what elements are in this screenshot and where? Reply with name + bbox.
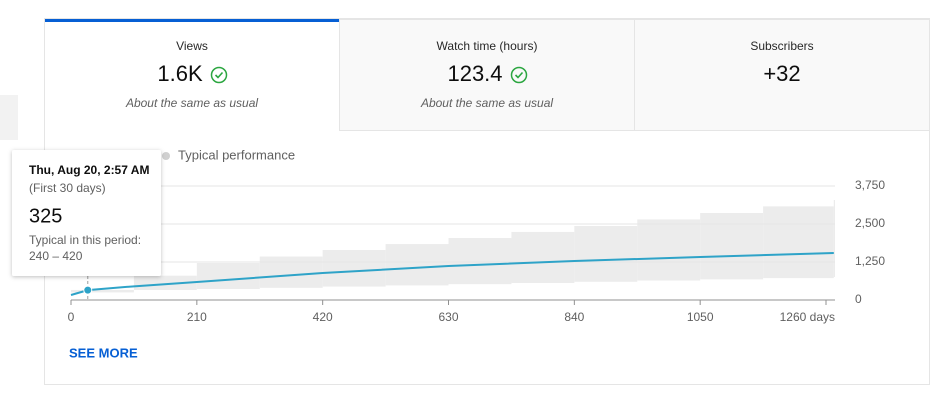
tab-note: About the same as usual bbox=[125, 96, 258, 110]
typical-band bbox=[574, 226, 638, 282]
x-tick-label: 1050 bbox=[687, 310, 714, 324]
tab-label: Subscribers bbox=[750, 39, 813, 53]
see-more-button[interactable]: SEE MORE bbox=[69, 345, 138, 360]
y-tick-label: 0 bbox=[855, 292, 862, 306]
x-tick-label: 0 bbox=[68, 310, 75, 324]
tooltip-typical-label: Typical in this period: bbox=[29, 233, 141, 247]
legend-label: Typical performance bbox=[178, 147, 295, 162]
tooltip-date: Thu, Aug 20, 2:57 AM bbox=[29, 163, 149, 177]
hover-point bbox=[83, 285, 93, 295]
tab-value: 123.4 bbox=[447, 61, 502, 86]
tooltip-typical-range: 240 – 420 bbox=[29, 249, 83, 263]
typical-band bbox=[833, 200, 835, 277]
tab[interactable] bbox=[339, 19, 635, 131]
tab-label: Watch time (hours) bbox=[437, 39, 538, 53]
typical-band bbox=[448, 238, 512, 285]
tooltip: Thu, Aug 20, 2:57 AM (First 30 days) 325… bbox=[12, 150, 161, 276]
typical-band bbox=[322, 249, 386, 287]
check-icon bbox=[510, 66, 528, 84]
typical-band bbox=[259, 256, 323, 288]
tab[interactable] bbox=[634, 19, 930, 131]
x-tick-label: 840 bbox=[564, 310, 584, 324]
tab-label: Views bbox=[176, 39, 208, 53]
y-tick-label: 2,500 bbox=[855, 216, 885, 230]
line bbox=[70, 252, 834, 296]
x-tick-label: 1260 days bbox=[780, 310, 835, 324]
tab-value: +32 bbox=[763, 61, 800, 86]
typical-band bbox=[71, 289, 134, 293]
x-tick-label: 630 bbox=[438, 310, 458, 324]
sidebar-strip bbox=[0, 95, 18, 140]
legend-swatch bbox=[162, 152, 170, 160]
tooltip-period: (First 30 days) bbox=[29, 181, 106, 195]
y-tick-label: 3,750 bbox=[855, 178, 885, 192]
y-tick-label: 1,250 bbox=[855, 254, 885, 268]
typical-band bbox=[637, 219, 701, 281]
x-tick-label: 210 bbox=[187, 310, 207, 324]
typical-band bbox=[763, 206, 834, 279]
x-tick-label: 420 bbox=[313, 310, 333, 324]
tab-selected[interactable] bbox=[45, 19, 339, 131]
plot: 0 1,250 2,500 3,750 0 210 420 630 840 1050 1260 da… bbox=[68, 176, 885, 324]
typical-band bbox=[196, 263, 260, 289]
typical-band bbox=[700, 212, 764, 280]
tab-note: About the same as usual bbox=[420, 96, 553, 110]
typical-band bbox=[385, 244, 449, 286]
typical-band bbox=[511, 231, 575, 283]
typical-band bbox=[133, 275, 197, 290]
check-icon bbox=[210, 66, 228, 84]
tooltip-box bbox=[12, 150, 161, 276]
tab-indicator bbox=[45, 19, 339, 22]
tab-value: 1.6K bbox=[157, 61, 203, 86]
tooltip-value: 325 bbox=[29, 205, 62, 227]
